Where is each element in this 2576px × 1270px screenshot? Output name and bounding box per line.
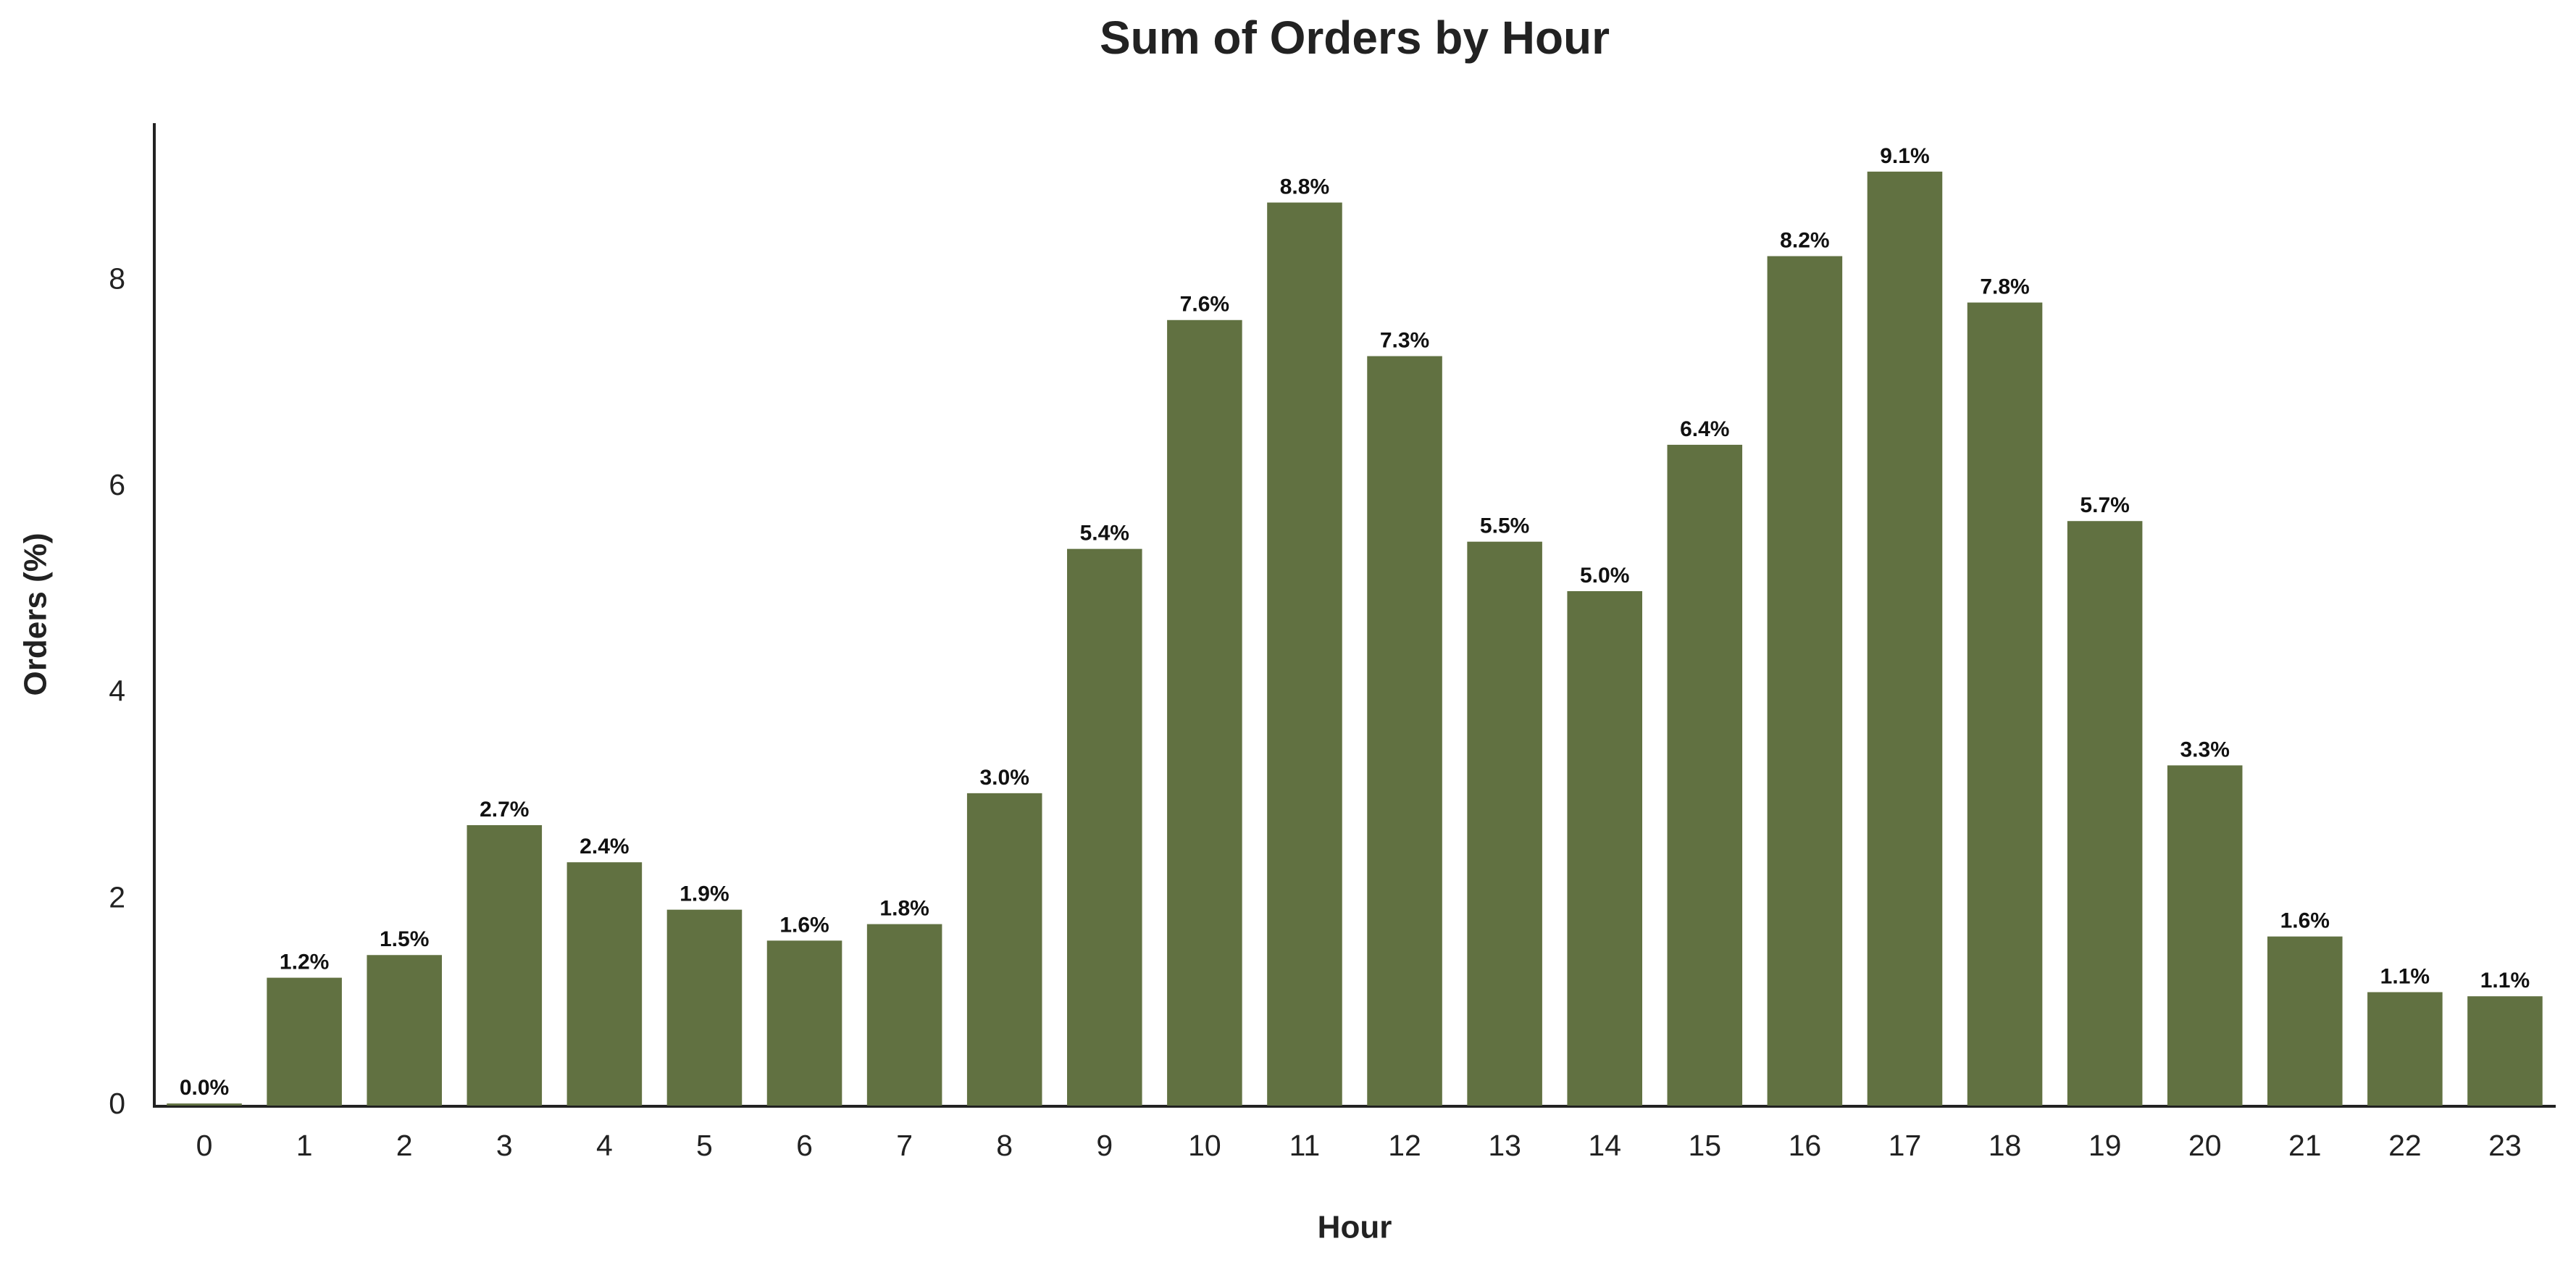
value-label: 3.0%: [980, 766, 1029, 790]
x-tick-label: 14: [1588, 1129, 1621, 1162]
value-label: 2.4%: [580, 835, 629, 858]
value-label: 1.1%: [2380, 964, 2430, 988]
bar: [2367, 992, 2443, 1106]
x-tick-label: 22: [2388, 1129, 2422, 1162]
x-tick-label: 1: [296, 1129, 313, 1162]
x-tick-label: 12: [1388, 1129, 1421, 1162]
x-tick-label: 16: [1789, 1129, 1822, 1162]
x-tick-label: 10: [1188, 1129, 1221, 1162]
bar: [1967, 302, 2043, 1106]
bar: [267, 977, 342, 1106]
y-tick-label: 0: [109, 1087, 125, 1120]
x-tick-label: 13: [1488, 1129, 1521, 1162]
bar: [2167, 765, 2243, 1106]
bar: [866, 924, 942, 1106]
y-tick-label: 6: [109, 468, 125, 501]
value-label: 9.1%: [1880, 144, 1929, 168]
value-label: 5.4%: [1080, 522, 1129, 546]
value-label: 1.6%: [779, 913, 829, 937]
x-tick-label: 2: [396, 1129, 413, 1162]
bar: [566, 862, 643, 1106]
value-label: 2.7%: [480, 798, 529, 822]
bar: [2067, 521, 2143, 1106]
x-tick-label: 8: [996, 1129, 1013, 1162]
bar: [1667, 444, 1743, 1106]
y-axis-label: Orders (%): [18, 533, 54, 696]
bar: [1467, 541, 1542, 1106]
bar: [367, 955, 442, 1106]
value-label: 1.5%: [380, 927, 429, 951]
bar: [1267, 202, 1342, 1106]
value-label: 1.2%: [280, 950, 329, 974]
bar: [1167, 319, 1242, 1106]
value-label: 5.7%: [2080, 493, 2129, 517]
x-tick-label: 7: [896, 1129, 913, 1162]
chart-title: Sum of Orders by Hour: [1100, 12, 1610, 64]
bar: [1867, 171, 1943, 1106]
value-label: 8.2%: [1780, 228, 1829, 252]
x-tick-label: 18: [1989, 1129, 2022, 1162]
value-label: 7.6%: [1180, 293, 1229, 317]
x-tick-label: 15: [1688, 1129, 1721, 1162]
x-tick-label: 6: [796, 1129, 813, 1162]
y-tick-label: 8: [109, 262, 125, 296]
value-label: 8.8%: [1280, 175, 1329, 199]
bar: [467, 824, 543, 1106]
y-tick-label: 4: [109, 674, 125, 708]
value-label: 7.3%: [1380, 328, 1429, 352]
bar: [1767, 256, 1843, 1106]
x-tick-label: 0: [196, 1129, 213, 1162]
bar: [1567, 590, 1642, 1106]
value-label: 7.8%: [1980, 275, 2029, 299]
bar: [766, 940, 842, 1106]
bar: [2467, 996, 2543, 1106]
x-tick-label: 23: [2488, 1129, 2522, 1162]
x-tick-label: 17: [1889, 1129, 1922, 1162]
x-tick-label: 5: [696, 1129, 713, 1162]
y-tick-label: 2: [109, 880, 125, 914]
value-label: 6.4%: [1680, 417, 1729, 441]
value-label: 1.8%: [879, 896, 929, 920]
bar: [167, 1103, 242, 1106]
value-label: 5.0%: [1580, 564, 1629, 588]
value-label: 1.9%: [679, 882, 729, 906]
x-tick-label: 20: [2188, 1129, 2222, 1162]
value-label: 3.3%: [2180, 738, 2230, 761]
x-tick-label: 21: [2288, 1129, 2322, 1162]
x-tick-label: 4: [596, 1129, 613, 1162]
bar: [666, 909, 743, 1106]
bar: [2267, 936, 2343, 1106]
bar: [966, 793, 1042, 1106]
x-tick-label: 9: [1096, 1129, 1113, 1162]
x-axis-label: Hour: [1318, 1210, 1392, 1245]
bar: [1367, 356, 1442, 1106]
bar: [1067, 548, 1142, 1106]
value-label: 5.5%: [1480, 514, 1529, 538]
x-tick-label: 19: [2088, 1129, 2122, 1162]
value-label: 0.0%: [180, 1076, 229, 1100]
value-label: 1.1%: [2480, 969, 2530, 993]
x-tick-label: 11: [1289, 1129, 1321, 1162]
value-label: 1.6%: [2280, 909, 2330, 933]
x-tick-label: 3: [496, 1129, 513, 1162]
